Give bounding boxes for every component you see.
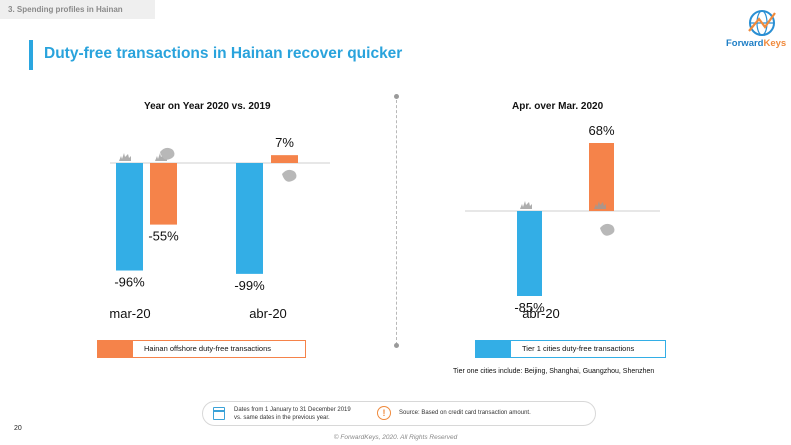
- forwardkeys-logo-text: ForwardKeys: [726, 38, 787, 49]
- calendar-icon: [213, 407, 225, 420]
- chart-title-yoy: Year on Year 2020 vs. 2019: [144, 101, 271, 112]
- divider-top-dot: [394, 94, 399, 99]
- page-number: 20: [14, 425, 22, 432]
- category-label-1-0: abr-20: [522, 306, 560, 321]
- title-accent-bar: [29, 40, 33, 70]
- data-label-tier1-0-1: -99%: [234, 278, 265, 293]
- legend-swatch-blue: [475, 340, 511, 358]
- section-tab[interactable]: 3. Spending profiles in Hainan: [0, 0, 155, 19]
- copyright: © ForwardKeys, 2020. All Rights Reserved: [333, 434, 458, 441]
- legend-hainan: Hainan offshore duty-free transactions: [97, 340, 306, 358]
- category-label-0-1: abr-20: [249, 306, 287, 321]
- category-label-0-0: mar-20: [109, 306, 150, 321]
- tier-cities-note: Tier one cities include: Beijing, Shangh…: [453, 368, 655, 375]
- legend-tier1-label: Tier 1 cities duty-free transactions: [522, 344, 635, 353]
- data-label-tier1-1-0: -85%: [514, 300, 545, 315]
- source-note: Source: Based on credit card transaction…: [399, 410, 531, 416]
- footnote-box: Dates from 1 January to 31 December 2019…: [202, 401, 596, 426]
- island-icon-0: [160, 147, 175, 160]
- data-label-hainan-0-1: 7%: [275, 135, 294, 150]
- island-icon-1: [282, 169, 297, 182]
- bar-hainan-1-0: [589, 143, 614, 211]
- skyline-icon-0-0: [119, 153, 131, 161]
- legend-tier1: Tier 1 cities duty-free transactions: [475, 340, 666, 358]
- legend-hainan-label: Hainan offshore duty-free transactions: [144, 344, 272, 353]
- bar-tier1-0-1: [236, 163, 263, 274]
- bar-hainan-0-1: [271, 155, 298, 163]
- chart-divider: [396, 95, 397, 345]
- skyline-icon-1-1: [594, 201, 606, 209]
- page-title: Duty-free transactions in Hainan recover…: [44, 45, 403, 62]
- data-label-hainan-1-0: 68%: [588, 123, 614, 138]
- divider-bottom-dot: [394, 343, 399, 348]
- island-icon-2: [600, 223, 615, 236]
- bar-tier1-0-0: [116, 163, 143, 271]
- chart-title-mom: Apr. over Mar. 2020: [512, 101, 604, 112]
- skyline-icon-1-0: [520, 201, 532, 209]
- data-label-hainan-0-0: -55%: [148, 229, 179, 244]
- bar-hainan-0-0: [150, 163, 177, 225]
- bar-tier1-1-0: [517, 211, 542, 296]
- forwardkeys-globe-icon: [748, 10, 776, 36]
- warning-icon: !: [377, 406, 391, 420]
- data-label-tier1-0-0: -96%: [114, 275, 145, 290]
- legend-swatch-orange: [97, 340, 133, 358]
- dates-note: Dates from 1 January to 31 December 2019…: [234, 407, 351, 421]
